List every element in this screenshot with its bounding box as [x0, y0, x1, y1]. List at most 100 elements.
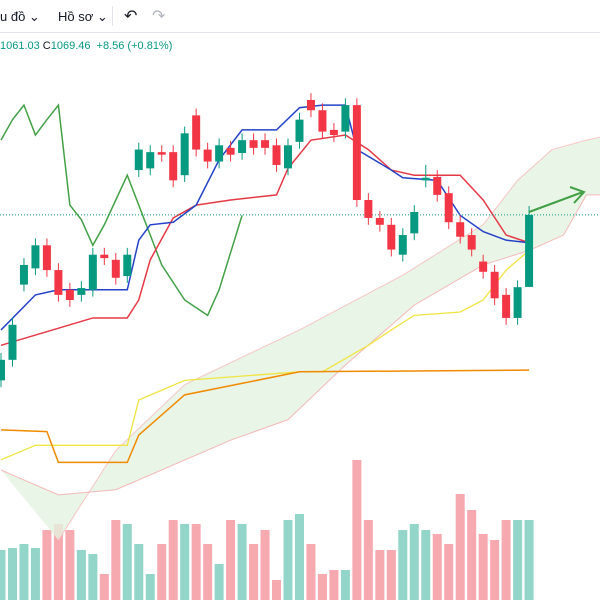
- redo-button[interactable]: ↷: [152, 8, 166, 25]
- volume-bar: [501, 520, 511, 600]
- profile-menu-label[interactable]: Hồ sơ: [58, 9, 94, 24]
- candle-body: [375, 217, 384, 225]
- candle-body: [502, 294, 511, 318]
- volume-bar: [306, 544, 316, 600]
- volume-bar: [294, 514, 304, 600]
- volume-bar: [203, 544, 213, 600]
- volume-bar: [53, 524, 63, 600]
- close-value: 1069.46: [50, 40, 91, 52]
- volume-bar: [317, 574, 327, 600]
- candle-body: [203, 149, 212, 162]
- indicator-line: [0, 194, 600, 496]
- volume-bar: [421, 530, 431, 600]
- candle-body: [65, 289, 74, 300]
- candle-body: [306, 100, 315, 111]
- volume-bar: [340, 570, 350, 600]
- candle-body: [192, 115, 201, 150]
- indicator-line: [0, 249, 530, 461]
- volume-bar: [99, 574, 109, 600]
- volume-bar: [249, 544, 259, 600]
- volume-bar: [432, 534, 442, 600]
- volume-bar: [455, 494, 465, 600]
- candle-body: [100, 254, 109, 259]
- candle-body: [180, 133, 189, 176]
- indicator-line: [0, 369, 530, 464]
- candle-body: [77, 288, 86, 295]
- volume-bar: [283, 520, 293, 600]
- volume-bar: [30, 548, 40, 600]
- volume-bar: [260, 530, 270, 600]
- candle-body: [387, 224, 396, 250]
- candle-body: [456, 222, 465, 237]
- volume-bar: [76, 550, 86, 600]
- volume-bar: [513, 520, 523, 600]
- close-label: C: [42, 40, 51, 52]
- ohlc-legend: 1061.03 C1069.46 +8.56 (+0.81%): [0, 40, 175, 52]
- candle-body: [513, 287, 522, 318]
- candle-body: [364, 200, 373, 218]
- candle-body: [123, 254, 132, 277]
- candle-body: [249, 140, 258, 148]
- volume-bar: [490, 540, 500, 600]
- undo-button[interactable]: ↶: [124, 8, 138, 25]
- volume-bar: [363, 520, 373, 600]
- volume-bar: [409, 524, 419, 600]
- indicator-line: [57, 136, 600, 541]
- candle-body: [8, 324, 17, 360]
- volume-bar: [180, 524, 190, 600]
- line-layer: [0, 103, 600, 541]
- chart-menu-label[interactable]: u đồ: [0, 9, 26, 24]
- volume-bar: [375, 550, 385, 600]
- volume-bar: [0, 550, 6, 600]
- volume-bar: [88, 554, 98, 600]
- candle-body: [146, 152, 155, 169]
- candle-body: [421, 177, 430, 181]
- volume-bar: [111, 520, 121, 600]
- volume-bar: [7, 548, 17, 600]
- candle-body: [226, 147, 235, 155]
- candle-body: [295, 119, 304, 142]
- candle-body: [238, 140, 247, 153]
- volume-bar: [524, 520, 534, 600]
- separator: [112, 6, 113, 26]
- volume-bar: [157, 544, 167, 600]
- ichimoku-cloud: [1, 137, 600, 541]
- chart-menu[interactable]: u đồ ⌄: [0, 9, 40, 24]
- profile-menu[interactable]: Hồ sơ ⌄: [58, 9, 108, 24]
- candle-body: [329, 129, 338, 136]
- volume-bar: [191, 524, 201, 600]
- volume-bar: [145, 574, 155, 600]
- volume-bar: [19, 544, 29, 600]
- candle-body: [410, 211, 419, 234]
- candle-body: [479, 261, 488, 272]
- volume-bar: [237, 524, 247, 600]
- forecast-arrow: [528, 186, 586, 213]
- candle-body: [19, 264, 28, 285]
- candle-layer: [0, 93, 534, 388]
- volume-bar: [467, 510, 477, 600]
- candle-body: [42, 245, 51, 271]
- candle-body: [157, 152, 166, 155]
- candle-body: [352, 105, 361, 200]
- volume-bar: [478, 534, 488, 600]
- volume-bar: [42, 530, 52, 600]
- candle-body: [215, 145, 224, 162]
- volume-bar: [214, 564, 224, 600]
- candle-body: [134, 149, 143, 171]
- candle-body: [341, 105, 350, 132]
- volume-bar: [329, 570, 339, 600]
- candle-body: [272, 145, 281, 165]
- candle-body: [398, 235, 407, 255]
- indicator-line: [0, 103, 243, 317]
- volume-bar: [226, 520, 236, 600]
- candle-body: [444, 193, 453, 223]
- low-value: 1061.03: [0, 40, 40, 52]
- candle-body: [88, 254, 97, 290]
- indicator-line: [0, 134, 530, 347]
- candle-body: [433, 176, 442, 195]
- volume-bar: [122, 524, 132, 600]
- toolbar: u đồ ⌄ Hồ sơ ⌄ ↶ ↷: [0, 0, 600, 33]
- candle-body: [284, 145, 292, 169]
